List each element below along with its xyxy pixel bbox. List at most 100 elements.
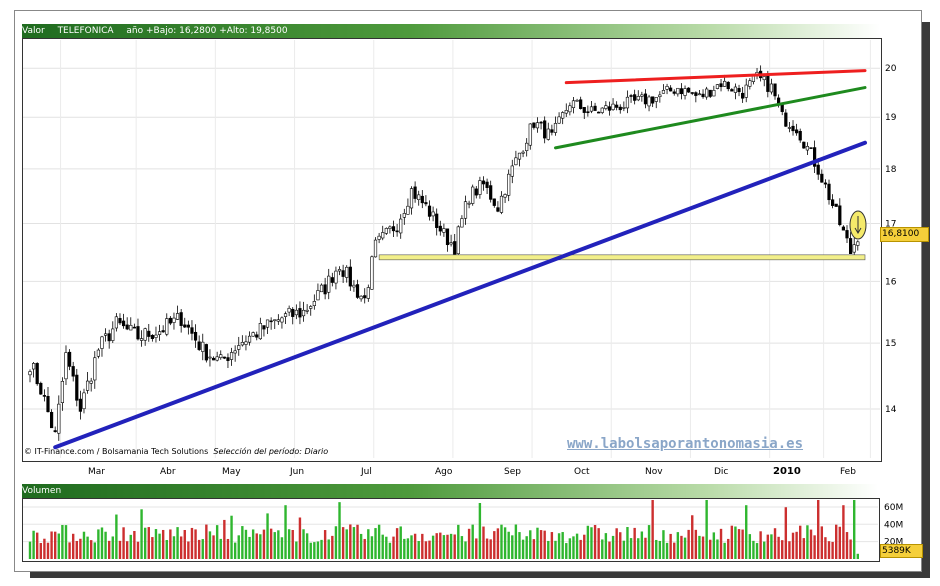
volume-bar bbox=[392, 536, 395, 559]
volume-bar bbox=[208, 531, 212, 559]
candle-body bbox=[139, 338, 144, 341]
volume-bar bbox=[478, 503, 482, 559]
candle-body bbox=[715, 84, 720, 89]
candle-body bbox=[197, 341, 201, 350]
candle-body bbox=[784, 112, 788, 127]
volume-bar bbox=[356, 524, 359, 559]
volume-bar bbox=[583, 534, 586, 559]
volume-bar bbox=[201, 539, 204, 559]
candle-body bbox=[93, 357, 97, 381]
candle-body bbox=[485, 181, 489, 188]
volume-bar bbox=[575, 533, 579, 559]
candle-body bbox=[265, 319, 270, 328]
candle-body bbox=[211, 357, 216, 361]
candle-body bbox=[503, 194, 507, 198]
volume-bar bbox=[97, 529, 100, 559]
candle-body bbox=[640, 94, 644, 97]
volume-bar bbox=[53, 531, 57, 559]
candle-body bbox=[831, 199, 835, 206]
month-label: May bbox=[222, 467, 241, 477]
volume-bar bbox=[809, 529, 813, 559]
candle-body bbox=[143, 328, 147, 341]
candle-body bbox=[849, 238, 853, 254]
candle-body bbox=[89, 380, 93, 384]
volume-bar bbox=[514, 524, 518, 559]
candle-body bbox=[370, 256, 374, 290]
candle-body bbox=[820, 173, 824, 183]
candle-body bbox=[305, 309, 309, 312]
candle-body bbox=[85, 380, 90, 391]
watermark-link[interactable]: www.labolsaporantonomasia.es bbox=[567, 436, 804, 452]
volume-bar bbox=[485, 538, 489, 559]
month-label: Ago bbox=[435, 467, 453, 477]
ticker-name: TELEFONICA bbox=[57, 26, 114, 36]
candle-body bbox=[751, 75, 756, 82]
candle-body bbox=[679, 88, 684, 95]
candle-body bbox=[71, 366, 75, 377]
candle-body bbox=[287, 307, 291, 313]
volume-bar bbox=[532, 539, 536, 559]
volume-bar bbox=[118, 540, 122, 559]
volume-bar bbox=[845, 532, 849, 559]
candle-body bbox=[643, 93, 648, 105]
candle-body bbox=[291, 308, 295, 317]
candle-body bbox=[64, 352, 68, 380]
volume-bar bbox=[320, 539, 323, 559]
volume-bar bbox=[838, 526, 842, 559]
candle-body bbox=[575, 99, 579, 102]
volume-bar bbox=[773, 528, 777, 559]
volume-bar bbox=[449, 533, 453, 559]
candle-body bbox=[845, 230, 849, 239]
volume-bar bbox=[269, 528, 273, 559]
candle-body bbox=[215, 356, 219, 361]
last-volume-tag: 5389K bbox=[880, 544, 923, 558]
volume-bar bbox=[219, 538, 222, 559]
volume-bar bbox=[593, 524, 597, 559]
candle-body bbox=[579, 99, 583, 109]
volume-bar bbox=[557, 533, 561, 559]
candle-body bbox=[345, 266, 349, 278]
candle-body bbox=[687, 87, 691, 93]
candle-body bbox=[402, 213, 406, 218]
volume-bar bbox=[550, 532, 554, 559]
volume-bar bbox=[633, 527, 636, 559]
volume-bar bbox=[154, 529, 158, 559]
candle-body bbox=[147, 330, 151, 337]
volume-bar bbox=[295, 541, 298, 559]
candle-body bbox=[377, 235, 381, 240]
candle-body bbox=[255, 334, 259, 338]
candle-body bbox=[424, 202, 428, 205]
volume-bar bbox=[464, 541, 467, 559]
month-label: Oct bbox=[574, 467, 590, 477]
candle-body bbox=[395, 230, 399, 233]
volume-bar bbox=[698, 535, 701, 559]
candle-body bbox=[586, 111, 590, 114]
volume-bar bbox=[601, 539, 604, 559]
volume-bar bbox=[518, 532, 521, 559]
volume-bar bbox=[817, 500, 820, 559]
candle-body bbox=[67, 351, 72, 367]
candle-body bbox=[499, 195, 504, 213]
volume-bar bbox=[194, 529, 197, 559]
candle-body bbox=[557, 116, 561, 124]
volume-bar bbox=[406, 538, 410, 559]
candle-body bbox=[733, 86, 738, 93]
volume-bar bbox=[788, 541, 791, 559]
month-label: Jun bbox=[289, 467, 304, 477]
candle-body bbox=[741, 92, 745, 99]
volume-bar bbox=[266, 513, 269, 559]
volume-bar bbox=[388, 542, 392, 559]
volume-bar bbox=[305, 533, 309, 559]
volume-bar bbox=[835, 524, 838, 559]
volume-bar bbox=[446, 534, 449, 559]
channel-support-line bbox=[553, 86, 867, 150]
volume-bar bbox=[511, 535, 514, 559]
candle-body bbox=[607, 106, 612, 111]
volume-bar bbox=[244, 529, 248, 559]
candle-body bbox=[107, 333, 111, 342]
candle-body bbox=[244, 341, 248, 345]
volume-bar bbox=[734, 526, 737, 559]
candle-body bbox=[762, 76, 766, 81]
candle-body bbox=[816, 164, 820, 175]
volume-bar bbox=[471, 524, 474, 559]
